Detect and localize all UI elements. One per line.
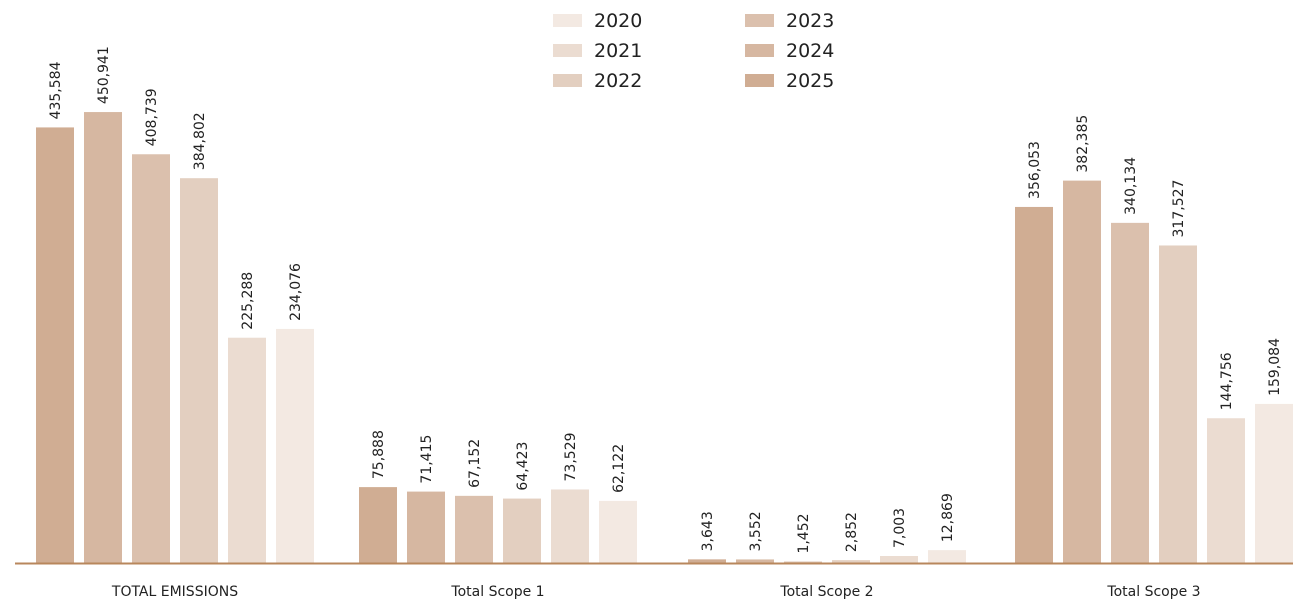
- legend-swatch-2021: [553, 44, 582, 57]
- value-label: 7,003: [892, 508, 908, 548]
- value-label: 12,869: [940, 493, 956, 542]
- bar-2024-total-scope-1: [407, 491, 445, 563]
- legend-swatch-2024: [745, 44, 774, 57]
- bar-2021-total-emissions: [228, 337, 266, 563]
- legend-label: 2021: [594, 40, 642, 62]
- legend-swatch-2022: [553, 74, 582, 87]
- value-label: 75,888: [371, 430, 387, 479]
- bar-2020-total-scope-1: [599, 500, 637, 563]
- bars-group: [36, 112, 1293, 564]
- value-label: 382,385: [1075, 115, 1091, 173]
- value-label: 2,852: [844, 512, 860, 552]
- value-labels-group: 435,584 450,941 408,739 384,802 225,288 234,0…: [48, 46, 1283, 553]
- bar-2023-total-scope-1: [455, 495, 493, 563]
- bar-2022-total-scope-2: [832, 560, 870, 563]
- value-label: 64,423: [515, 442, 531, 491]
- value-label: 225,288: [240, 272, 256, 330]
- legend-label: 2023: [786, 10, 834, 32]
- legend-label: 2020: [594, 10, 642, 32]
- category-label: Total Scope 3: [1106, 584, 1200, 600]
- bar-2023-total-emissions: [132, 154, 170, 564]
- bar-2025-total-scope-2: [688, 559, 726, 563]
- chart-legend: 2020 2021 2022 2023 2024 2025: [553, 10, 834, 92]
- bar-2020-total-scope-2: [928, 550, 966, 563]
- value-label: 356,053: [1027, 141, 1043, 199]
- bar-2025-total-scope-3: [1015, 206, 1053, 563]
- bar-2022-total-scope-3: [1159, 245, 1197, 563]
- value-label: 3,643: [700, 511, 716, 551]
- value-label: 408,739: [144, 88, 160, 146]
- category-label: TOTAL EMISSIONS: [111, 584, 238, 600]
- legend-label: 2022: [594, 70, 642, 92]
- value-label: 1,452: [796, 513, 812, 553]
- value-label: 67,152: [467, 439, 483, 488]
- bar-2023-total-scope-2: [784, 561, 822, 563]
- value-label: 3,552: [748, 511, 764, 551]
- category-labels-group: TOTAL EMISSIONS Total Scope 1 Total Scope …: [111, 584, 1201, 600]
- bar-2025-total-emissions: [36, 127, 74, 563]
- legend-label: 2025: [786, 70, 834, 92]
- value-label: 340,134: [1123, 157, 1139, 215]
- category-label: Total Scope 2: [779, 584, 873, 600]
- bar-2024-total-emissions: [84, 112, 122, 564]
- bar-2021-total-scope-3: [1207, 418, 1245, 563]
- value-label: 62,122: [611, 444, 627, 493]
- category-label: Total Scope 1: [450, 584, 544, 600]
- bar-2024-total-scope-3: [1063, 180, 1101, 564]
- legend-swatch-2020: [553, 14, 582, 27]
- bar-2025-total-scope-1: [359, 487, 397, 563]
- bar-2020-total-scope-3: [1255, 403, 1293, 563]
- value-label: 450,941: [96, 46, 112, 104]
- bar-2023-total-scope-3: [1111, 222, 1149, 563]
- bar-2022-total-scope-1: [503, 498, 541, 563]
- bar-2022-total-emissions: [180, 178, 218, 563]
- value-label: 435,584: [48, 61, 64, 119]
- value-label: 317,527: [1171, 180, 1187, 238]
- legend-label: 2024: [786, 40, 834, 62]
- bar-2020-total-emissions: [276, 328, 314, 563]
- value-label: 144,756: [1219, 352, 1235, 410]
- bar-2021-total-scope-1: [551, 489, 589, 563]
- value-label: 384,802: [192, 112, 208, 170]
- value-label: 234,076: [288, 263, 304, 321]
- legend-swatch-2025: [745, 74, 774, 87]
- value-label: 73,529: [563, 432, 579, 481]
- legend-swatch-2023: [745, 14, 774, 27]
- value-label: 71,415: [419, 435, 435, 484]
- bar-2021-total-scope-2: [880, 555, 918, 563]
- bar-2024-total-scope-2: [736, 559, 774, 563]
- value-label: 159,084: [1267, 338, 1283, 396]
